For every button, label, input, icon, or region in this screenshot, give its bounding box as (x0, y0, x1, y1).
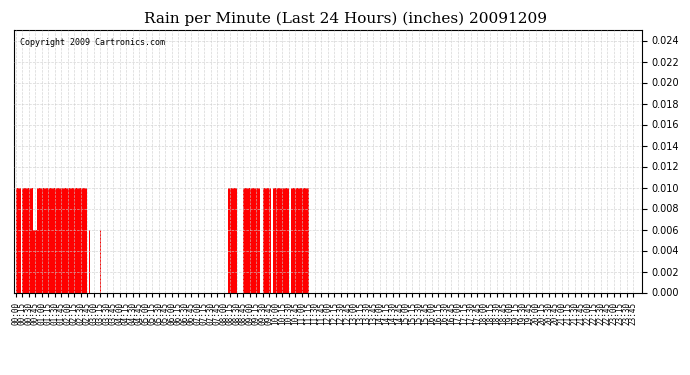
Text: Rain per Minute (Last 24 Hours) (inches) 20091209: Rain per Minute (Last 24 Hours) (inches)… (144, 11, 546, 26)
Text: Copyright 2009 Cartronics.com: Copyright 2009 Cartronics.com (20, 38, 165, 47)
